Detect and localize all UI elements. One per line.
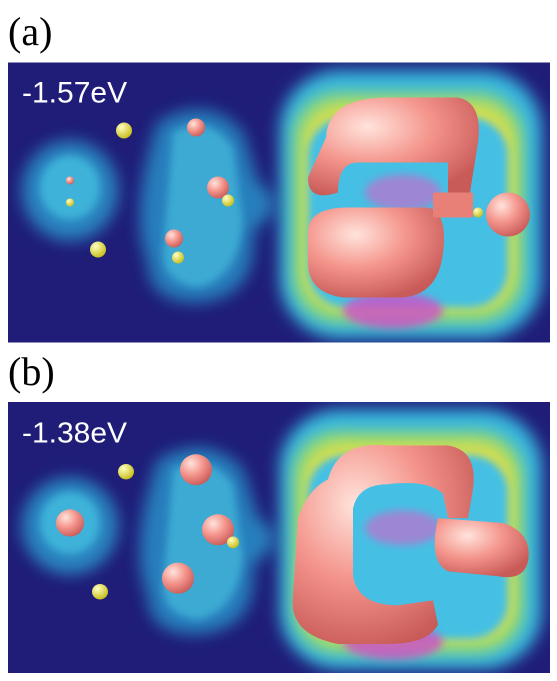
isosurface-panel: -1.38eV (8, 402, 550, 673)
panel-label: (b) (8, 352, 55, 392)
figure: (a) (b) -1.57 (0, 0, 557, 681)
isosurface-panel: -1.57eV (8, 62, 550, 343)
energy-label: -1.57eV (22, 77, 127, 110)
energy-label: -1.38eV (22, 417, 127, 449)
panel-label: (a) (8, 12, 52, 52)
